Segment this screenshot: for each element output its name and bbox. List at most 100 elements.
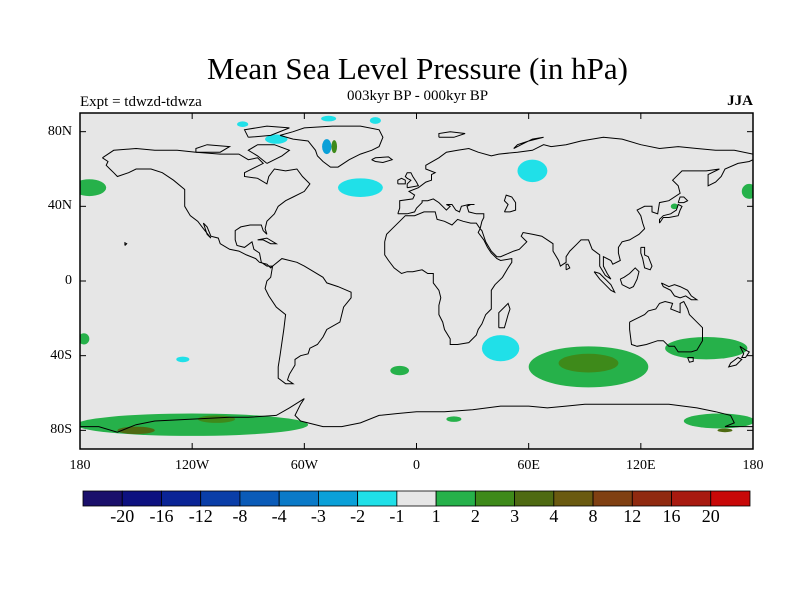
anomaly-ross-sea-high [683, 413, 753, 429]
coastline-south-america [264, 258, 352, 385]
lon-label: 0 [413, 458, 420, 473]
lon-label: 180 [69, 458, 91, 473]
colorbar-label: 3 [510, 506, 520, 526]
coastline-madagascar [498, 302, 511, 329]
coastline-new-guinea [660, 282, 699, 301]
lat-label: 80N [47, 123, 72, 139]
anomaly-arctic-low-3 [369, 117, 381, 124]
coastline-new-zealand-s [727, 357, 743, 368]
colorbar-bin [631, 490, 672, 507]
chart-title: Mean Sea Level Pressure (in hPa) [207, 51, 628, 86]
anomaly-layer [80, 115, 753, 436]
coastline-sumatra [593, 271, 616, 294]
coastline-hokkaido [677, 196, 689, 204]
coastline-philippines [640, 246, 653, 271]
colorbar-label: -20 [110, 506, 135, 526]
lon-label: 120E [626, 458, 656, 473]
colorbar-bin [553, 490, 594, 507]
anomaly-arctic-low-4 [321, 115, 337, 122]
colorbar-bin [239, 490, 280, 507]
coastline-ireland [397, 177, 406, 185]
colorbar-label: 4 [549, 506, 559, 526]
coastline-iceland [371, 156, 394, 164]
colorbar-label: -4 [271, 506, 287, 526]
lat-label: 40S [50, 347, 72, 363]
coastline-svalbard [438, 131, 466, 138]
coastline-layer [80, 125, 753, 433]
colorbar-bin [435, 490, 476, 507]
colorbar-label: -2 [350, 506, 366, 526]
colorbar-label: -3 [310, 506, 326, 526]
colorbar-label: 2 [470, 506, 480, 526]
anomaly-ross-sea-core [717, 428, 733, 433]
coastline-ellesmere [243, 125, 290, 138]
coastline-africa [384, 211, 513, 345]
map-background [80, 113, 753, 449]
colorbar-label: 20 [701, 506, 720, 526]
coastline-greenland [279, 125, 384, 168]
coastline-british-isles [404, 172, 420, 189]
coastline-cuba [257, 237, 279, 245]
season-label: JJA [727, 93, 753, 109]
anomaly-siberia-low [517, 159, 548, 183]
anomaly-japan-high [670, 203, 679, 210]
experiment-label: Expt = tdwzd-tdwza [80, 94, 202, 110]
chart-subtitle: 003kyr BP - 000kyr BP [346, 88, 489, 104]
colorbar-bin [357, 490, 398, 507]
anomaly-south-pacific-low [176, 356, 190, 363]
anomaly-north-atlantic-low [337, 178, 383, 198]
anomaly-south-atlantic-low [481, 335, 520, 362]
lat-label: 80S [50, 422, 72, 438]
coastline-north-america [102, 147, 311, 269]
coastline-new-zealand-n [739, 345, 751, 358]
anomaly-north-pacific-high [80, 179, 107, 197]
lat-label: 40N [47, 198, 72, 214]
anomaly-arctic-low-2 [265, 134, 288, 144]
coastline-borneo [619, 267, 640, 290]
colorbar-label: 12 [623, 506, 642, 526]
axis-ticks [79, 113, 754, 449]
colorbar-label: 8 [588, 506, 598, 526]
colorbar-bin [82, 490, 123, 507]
lon-label: 60E [517, 458, 540, 473]
coastline-sri-lanka [565, 263, 571, 271]
anomaly-southern-indian-high-core [558, 353, 619, 373]
colorbar-bin [514, 490, 555, 507]
colorbar-bin [121, 490, 162, 507]
anomaly-tasman-high [665, 337, 748, 360]
colorbar-bin [592, 490, 633, 507]
lon-label: 180 [742, 458, 764, 473]
coastline-novaya-zemlya [513, 136, 544, 149]
anomaly-greenland-high [331, 140, 338, 154]
colorbar-bin [474, 490, 515, 507]
anomaly-antarctic-coast-high [446, 416, 462, 422]
colorbar-label: -16 [149, 506, 174, 526]
colorbar-bin [396, 490, 437, 507]
coastline-baffin [247, 144, 291, 164]
colorbar-bin [710, 490, 751, 507]
anomaly-south-atlantic-high [390, 365, 410, 376]
colorbar-label: -8 [232, 506, 248, 526]
coastline-victoria [195, 144, 232, 153]
colorbar-label: 1 [431, 506, 441, 526]
colorbar-bin [161, 490, 202, 507]
colorbar-label: -12 [188, 506, 213, 526]
colorbar-bin [318, 490, 359, 507]
lon-label: 60W [290, 458, 318, 473]
coastline-caspian [503, 194, 517, 213]
anomaly-south-west-atlantic-high [80, 333, 90, 345]
anomaly-pacific-edge-high [741, 183, 753, 199]
colorbar-bin [200, 490, 241, 507]
coastline-australia [629, 300, 703, 353]
lat-label: 0 [65, 273, 72, 288]
coastline-hawaii [124, 241, 128, 246]
anomaly-arctic-low-1 [237, 121, 249, 127]
colorbar-bin [278, 490, 319, 507]
colorbar-label: -1 [389, 506, 405, 526]
coastline-tasmania [687, 357, 694, 363]
anomaly-greenland-low [322, 139, 332, 155]
colorbar-bin [671, 490, 712, 507]
colorbar-label: 16 [662, 506, 681, 526]
